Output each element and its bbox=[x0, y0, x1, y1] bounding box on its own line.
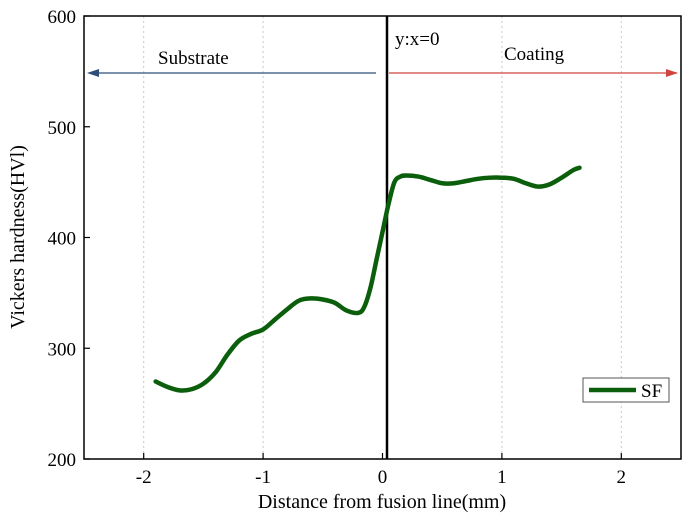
data-point-sf bbox=[189, 387, 193, 391]
coating-label: Coating bbox=[504, 44, 565, 65]
data-point-sf bbox=[213, 371, 217, 375]
data-point-sf bbox=[166, 385, 170, 389]
data-point-sf bbox=[560, 176, 564, 180]
data-point-sf bbox=[273, 317, 277, 321]
x-axis-ticks: -2 -1 0 1 2 bbox=[136, 453, 626, 488]
substrate-label: Substrate bbox=[158, 48, 229, 69]
data-point-sf bbox=[578, 166, 582, 170]
data-point-sf bbox=[225, 353, 229, 357]
data-point-sf bbox=[369, 285, 373, 289]
y-tick-label: 600 bbox=[48, 7, 77, 28]
data-point-sf bbox=[572, 168, 576, 172]
x-tick-label: 0 bbox=[378, 467, 388, 488]
data-point-sf bbox=[375, 258, 379, 262]
grid-lines bbox=[143, 16, 622, 459]
data-point-sf bbox=[285, 307, 289, 311]
legend-label-sf: SF bbox=[641, 381, 662, 402]
data-point-sf bbox=[178, 388, 182, 392]
series-line-sf bbox=[153, 165, 582, 393]
y-axis-ticks: 200 300 400 500 600 bbox=[48, 7, 90, 471]
series-points bbox=[154, 166, 582, 393]
zero-line-label: y:x=0 bbox=[395, 29, 440, 50]
data-point-sf bbox=[428, 178, 432, 182]
x-axis-title: Distance from fusion line(mm) bbox=[258, 491, 506, 513]
x-tick-label: 2 bbox=[617, 467, 627, 488]
data-point-sf bbox=[237, 339, 241, 343]
data-point-sf bbox=[309, 296, 313, 300]
data-point-sf bbox=[464, 179, 468, 183]
data-point-sf bbox=[201, 382, 205, 386]
data-point-sf bbox=[261, 327, 265, 331]
data-point-sf bbox=[392, 180, 396, 184]
data-point-sf bbox=[333, 301, 337, 305]
data-point-sf bbox=[154, 379, 158, 383]
data-point-sf bbox=[345, 309, 349, 313]
y-tick-label: 300 bbox=[48, 339, 77, 360]
data-point-sf bbox=[404, 173, 408, 177]
legend: SF bbox=[582, 377, 670, 403]
y-axis-title: Vickers hardness(HVl) bbox=[7, 145, 29, 329]
data-point-sf bbox=[357, 311, 361, 315]
data-point-sf bbox=[440, 181, 444, 185]
x-tick-label: -1 bbox=[255, 467, 271, 488]
data-point-sf bbox=[476, 177, 480, 181]
data-point-sf bbox=[321, 298, 325, 302]
data-point-sf bbox=[363, 304, 367, 308]
data-point-sf bbox=[416, 175, 420, 179]
data-point-sf bbox=[524, 181, 528, 185]
data-point-sf bbox=[386, 202, 390, 206]
y-tick-label: 200 bbox=[48, 450, 77, 471]
x-tick-label: 1 bbox=[497, 467, 507, 488]
data-point-sf bbox=[488, 176, 492, 180]
data-point-sf bbox=[512, 177, 516, 181]
data-point-sf bbox=[381, 230, 385, 234]
data-point-sf bbox=[548, 182, 552, 186]
x-tick-label: -2 bbox=[136, 467, 152, 488]
y-tick-label: 500 bbox=[48, 118, 77, 139]
data-point-sf bbox=[500, 176, 504, 180]
data-point-sf bbox=[297, 299, 301, 303]
data-point-sf bbox=[249, 332, 253, 336]
data-point-sf bbox=[452, 181, 456, 185]
y-tick-label: 400 bbox=[48, 229, 77, 250]
data-point-sf bbox=[398, 175, 402, 179]
data-point-sf bbox=[536, 185, 540, 189]
